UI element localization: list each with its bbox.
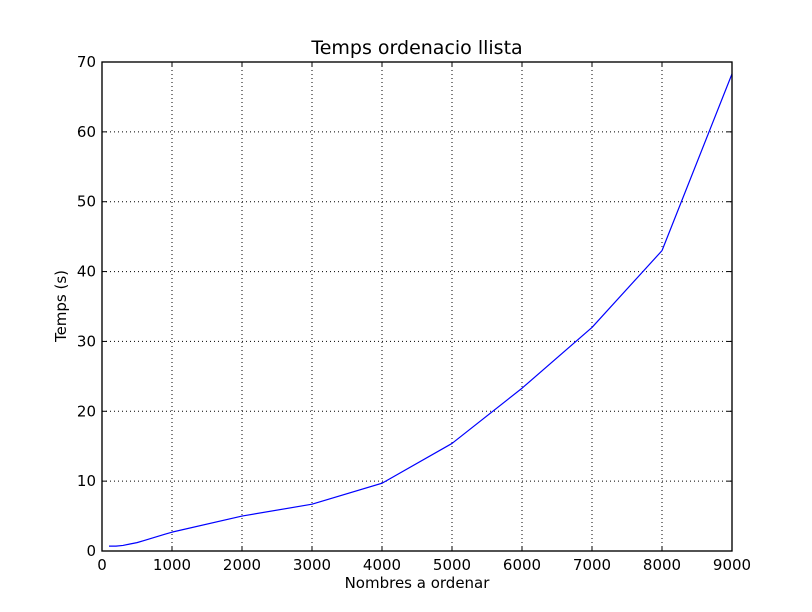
series-line-0 — [109, 73, 733, 547]
x-tick-label: 5000 — [433, 556, 471, 574]
x-tick-label: 9000 — [713, 556, 751, 574]
y-axis-label: Temps (s) — [52, 270, 70, 343]
x-tick-label: 6000 — [503, 556, 541, 574]
x-tick-label: 4000 — [363, 556, 401, 574]
y-tick-label: 40 — [77, 263, 96, 281]
grid-lines — [102, 62, 732, 551]
x-axis-tick-labels: 0 1000 2000 3000 4000 5000 6000 7000 8000 9000 — [97, 556, 751, 574]
x-tick-label: 8000 — [643, 556, 681, 574]
x-axis-label: Nombres a ordenar — [345, 574, 491, 592]
axis-ticks — [101, 61, 733, 552]
x-tick-label: 3000 — [293, 556, 331, 574]
x-tick-label: 7000 — [573, 556, 611, 574]
y-tick-label: 20 — [77, 402, 96, 420]
y-tick-label: 50 — [77, 193, 96, 211]
y-axis-tick-labels: 0 10 20 30 40 50 60 70 — [77, 53, 96, 560]
y-tick-label: 30 — [77, 332, 96, 350]
x-tick-label: 1000 — [153, 556, 191, 574]
chart-title: Temps ordenacio llista — [310, 37, 522, 59]
y-tick-label: 0 — [86, 542, 96, 560]
plot-frame — [101, 61, 733, 552]
series-layer — [109, 73, 733, 547]
y-tick-label: 70 — [77, 53, 96, 71]
x-tick-label: 0 — [97, 556, 107, 574]
y-tick-label: 10 — [77, 472, 96, 490]
plot-area — [101, 61, 733, 552]
x-tick-label: 2000 — [223, 556, 261, 574]
y-tick-label: 60 — [77, 123, 96, 141]
